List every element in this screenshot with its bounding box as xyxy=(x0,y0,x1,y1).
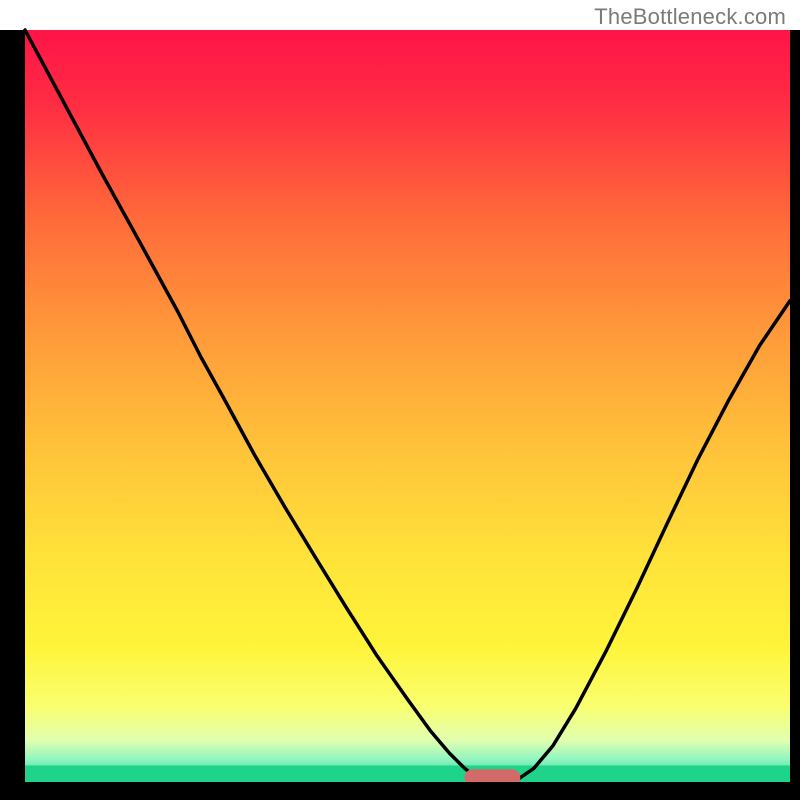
watermark-text: TheBottleneck.com xyxy=(594,4,786,30)
chart-svg xyxy=(0,0,800,800)
frame-right xyxy=(790,30,800,800)
baseline-green-bar xyxy=(25,765,790,782)
frame-left xyxy=(0,30,25,800)
bottleneck-chart: TheBottleneck.com xyxy=(0,0,800,800)
gradient-background xyxy=(25,30,790,782)
frame-bottom xyxy=(0,782,800,800)
